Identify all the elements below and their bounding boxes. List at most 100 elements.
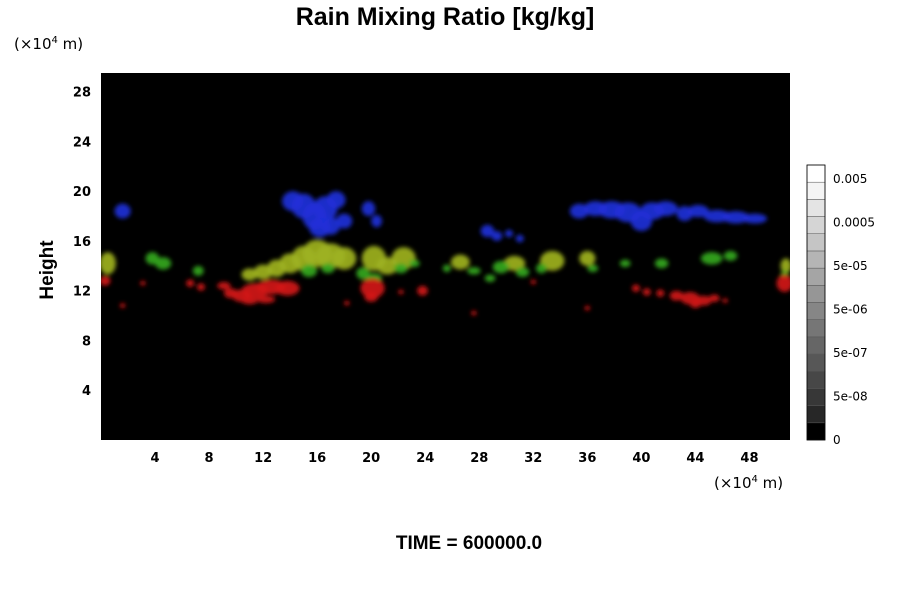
x-axis-unit: (×104 m) <box>714 474 783 492</box>
rain-cell <box>101 252 116 275</box>
rain-cell <box>300 264 318 278</box>
rain-cell <box>394 263 408 274</box>
colorbar-swatch <box>806 199 826 217</box>
rain-cell <box>503 255 526 271</box>
y-ticks: 4 8 12 16 20 24 28 <box>73 86 91 400</box>
colorbar-swatch <box>806 371 826 389</box>
y-tick-label: 16 <box>73 235 91 250</box>
colorbar-swatch <box>806 336 826 355</box>
rain-cell <box>654 258 669 269</box>
rain-cell <box>631 284 641 292</box>
colorbar-swatch <box>806 216 826 234</box>
rain-cell <box>186 279 195 287</box>
colorbar-label: 0.0005 <box>833 216 875 230</box>
rain-cell <box>114 203 131 219</box>
rain-cell <box>587 264 599 273</box>
rain-cell <box>442 264 451 273</box>
rain-cell <box>504 229 514 238</box>
rain-cell <box>256 295 276 304</box>
plot-area <box>101 73 790 440</box>
rain-cell <box>467 267 481 275</box>
rain-cell <box>326 191 346 209</box>
colorbar-swatch <box>806 285 826 303</box>
colorbar-label: 5e-05 <box>833 259 868 273</box>
y-axis-unit: (×104 m) <box>14 35 83 53</box>
rain-cell <box>336 213 353 229</box>
rain-cell <box>360 278 385 299</box>
x-tick-label: 36 <box>578 451 596 466</box>
rain-cell <box>669 290 684 301</box>
rain-cell <box>780 258 790 274</box>
time-label: TIME = 600000.0 <box>396 533 542 554</box>
y-tick-label: 8 <box>82 334 91 349</box>
x-tick-label: 28 <box>470 451 488 466</box>
rain-cell <box>450 254 470 270</box>
rain-cell <box>192 265 204 276</box>
rain-cell <box>656 289 665 297</box>
rain-cell <box>471 310 477 316</box>
rain-cell <box>196 283 206 291</box>
colorbar-swatch <box>806 302 826 320</box>
rain-cell <box>579 250 596 266</box>
x-tick-label: 24 <box>416 451 434 466</box>
colorbar-label: 0.005 <box>833 172 867 186</box>
rain-cell <box>515 267 530 278</box>
rain-cell <box>332 247 357 270</box>
colorbar-swatch <box>806 353 826 372</box>
rain-cell <box>723 250 738 261</box>
colorbar-swatch <box>806 388 826 406</box>
rain-cell <box>321 263 335 274</box>
x-tick-label: 8 <box>205 451 214 466</box>
rain-cell <box>364 291 378 302</box>
x-tick-label: 44 <box>686 451 704 466</box>
y-axis-label: Height <box>37 240 58 300</box>
colorbar-swatch <box>806 181 826 200</box>
x-tick-label: 40 <box>632 451 650 466</box>
rain-cell <box>776 274 790 292</box>
x-tick-label: 16 <box>308 451 326 466</box>
rain-cell <box>491 230 503 241</box>
colorbar-label: 5e-08 <box>833 390 868 404</box>
chart-title: Rain Mixing Ratio [kg/kg] <box>296 3 595 31</box>
x-tick-label: 32 <box>524 451 542 466</box>
rain-cell <box>722 298 728 304</box>
rain-cell <box>409 259 420 268</box>
colorbar-label: 5e-06 <box>833 303 868 317</box>
rain-cell <box>690 300 701 309</box>
rain-cell <box>708 294 720 302</box>
rain-cell <box>584 305 591 311</box>
colorbar-swatch <box>806 233 826 252</box>
colorbar-swatch <box>806 422 826 441</box>
rain-cell <box>275 280 300 296</box>
rain-cell <box>344 300 350 306</box>
rain-cell <box>217 282 231 290</box>
y-tick-label: 24 <box>73 135 91 150</box>
rain-cell <box>417 285 428 296</box>
x-tick-label: 4 <box>151 451 160 466</box>
rain-cell <box>742 213 768 224</box>
colorbar-swatch <box>806 267 826 286</box>
rain-cell <box>530 279 537 285</box>
rain-cell <box>241 268 258 281</box>
y-tick-label: 20 <box>73 185 91 200</box>
y-tick-label: 12 <box>73 285 91 300</box>
colorbar-swatch <box>806 319 826 338</box>
colorbar-swatch <box>806 405 826 424</box>
rain-cell <box>515 234 524 243</box>
rain-cell <box>241 296 258 305</box>
colorbar-frame <box>806 164 826 441</box>
y-tick-label: 28 <box>73 86 91 101</box>
rain-cell <box>536 263 547 274</box>
rain-field <box>101 191 790 316</box>
rain-cell <box>492 260 509 274</box>
x-ticks: 4 8 12 16 20 24 28 32 36 40 44 48 <box>151 451 759 466</box>
rain-cell <box>687 204 709 218</box>
rain-cell <box>653 201 678 217</box>
x-tick-label: 48 <box>740 451 758 466</box>
colorbar <box>806 164 826 441</box>
colorbar-swatch <box>806 250 826 269</box>
colorbar-label: 0 <box>833 433 841 447</box>
rain-cell <box>398 289 404 295</box>
y-tick-label: 4 <box>82 384 91 399</box>
